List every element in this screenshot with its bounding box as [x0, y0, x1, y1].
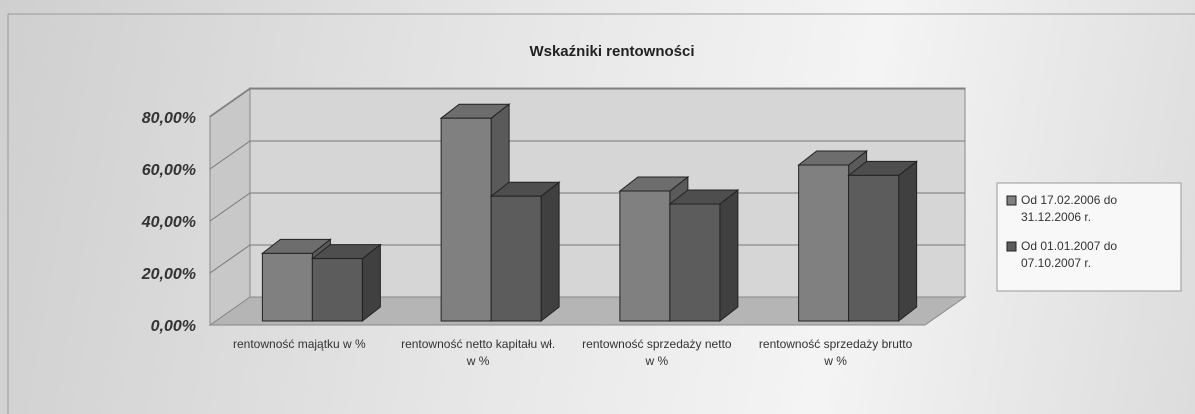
x-tick-label: rentowność majątku w %: [233, 337, 366, 351]
grid-line-side: [209, 140, 251, 170]
bar: [490, 195, 542, 322]
bar-side: [719, 188, 739, 323]
x-tick-label: rentowność netto kapitału wł. w %: [401, 337, 556, 368]
y-tick-label: 40,00%: [141, 214, 196, 231]
grid-line-side: [209, 192, 251, 222]
legend-swatch: [1006, 241, 1017, 252]
chart-title: Wskaźniki rentowności: [529, 43, 694, 60]
legend-label: Od 17.02.2006 do 31.12.2006 r.: [1021, 193, 1118, 224]
legend-swatch: [1006, 195, 1017, 206]
bar: [261, 252, 313, 322]
legend-box: [996, 182, 1182, 292]
bar: [619, 190, 671, 322]
y-tick-label: 0,00%: [151, 318, 196, 335]
bar: [440, 117, 492, 322]
x-tick-label: rentowność sprzedaży brutto w %: [758, 337, 913, 368]
bar-side: [540, 181, 560, 323]
y-tick-label: 20,00%: [141, 266, 196, 283]
legend-label: Od 01.01.2007 do 07.10.2007 r.: [1021, 239, 1118, 270]
x-tick-label: rentowność sprzedaży netto w %: [582, 337, 732, 368]
bar: [669, 203, 721, 322]
y-tick-label: 80,00%: [142, 110, 196, 127]
grid-line-side: [209, 244, 251, 274]
grid-line-side: [209, 88, 251, 118]
bar: [311, 258, 363, 322]
y-tick-label: 60,00%: [142, 162, 196, 179]
bar: [848, 174, 900, 322]
bar-side: [898, 160, 918, 323]
bar: [798, 164, 850, 322]
